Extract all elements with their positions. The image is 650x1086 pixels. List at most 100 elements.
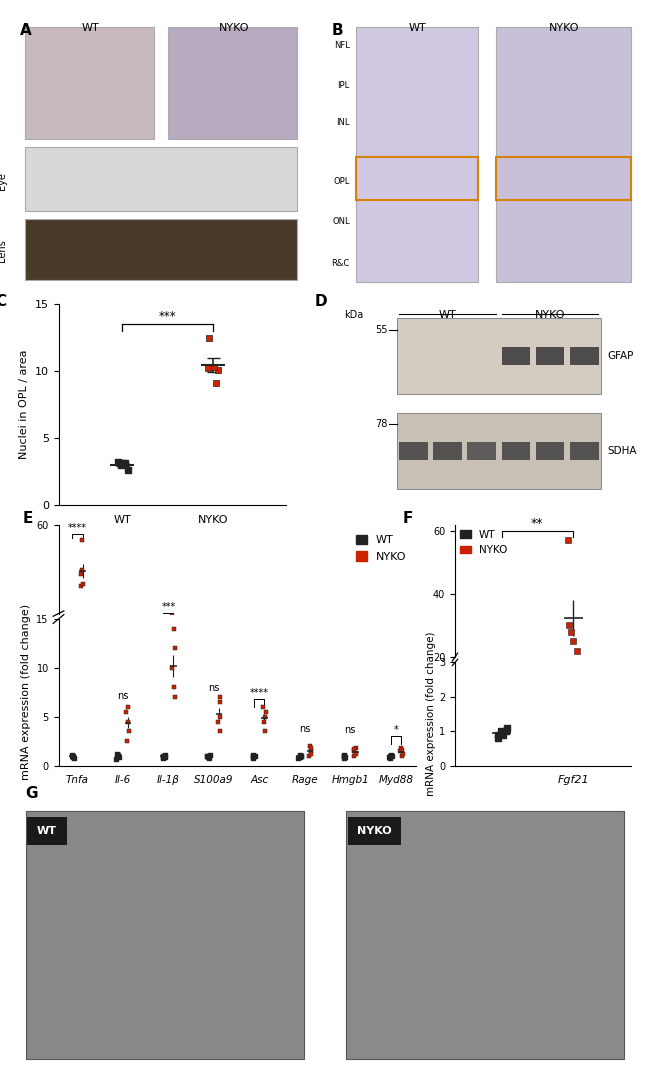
Point: [169, 620, 179, 637]
Point: [295, 748, 306, 766]
Text: B: B: [332, 23, 343, 38]
Text: D: D: [315, 294, 327, 310]
Text: *: *: [393, 724, 398, 735]
Point: [350, 745, 361, 762]
Point: [123, 462, 133, 479]
Point: [113, 633, 124, 651]
Bar: [497, 27, 631, 282]
Point: [122, 623, 132, 641]
Point: [385, 746, 396, 763]
Point: [387, 633, 397, 651]
Point: [215, 693, 226, 710]
Point: [568, 632, 578, 649]
Point: [305, 632, 315, 649]
Point: [167, 615, 177, 632]
Point: [248, 632, 259, 649]
Point: [304, 737, 315, 755]
Point: [349, 747, 359, 765]
Legend: WT, NYKO: WT, NYKO: [460, 530, 508, 555]
Point: [159, 633, 170, 651]
Point: [502, 719, 512, 736]
Text: WT: WT: [408, 23, 426, 33]
Point: [79, 395, 90, 413]
Point: [396, 740, 406, 757]
Y-axis label: mRNA expression (fold change): mRNA expression (fold change): [426, 632, 436, 796]
Point: [387, 633, 397, 651]
Point: [203, 633, 214, 651]
Text: ***: ***: [161, 603, 176, 613]
Point: [157, 632, 168, 649]
Point: [78, 464, 88, 481]
Text: Lens: Lens: [0, 239, 7, 262]
Text: **: **: [531, 517, 543, 530]
Point: [259, 623, 269, 641]
Point: [250, 633, 260, 651]
Point: [248, 747, 258, 765]
Text: ***: ***: [159, 310, 177, 323]
Point: [502, 708, 512, 725]
Point: [339, 633, 349, 651]
Point: [292, 633, 303, 651]
Point: [113, 746, 124, 763]
Point: [157, 747, 168, 765]
Point: [76, 577, 86, 594]
Point: [204, 749, 214, 767]
Point: [202, 359, 213, 377]
Point: [66, 633, 76, 651]
Point: [258, 698, 268, 716]
Point: [166, 610, 177, 628]
Point: [203, 329, 214, 346]
Bar: [570, 442, 599, 459]
Point: [114, 632, 124, 649]
Point: [214, 624, 225, 642]
Bar: [399, 442, 428, 459]
Text: ns: ns: [299, 723, 311, 734]
Point: [564, 617, 575, 634]
Point: [159, 633, 170, 651]
Point: [348, 741, 359, 758]
Point: [350, 631, 361, 648]
Text: ns: ns: [117, 692, 129, 702]
Bar: [396, 413, 601, 489]
Text: Eye: Eye: [0, 173, 7, 190]
Bar: [536, 442, 564, 459]
Point: [248, 746, 258, 763]
Point: [384, 749, 395, 767]
Point: [247, 748, 257, 766]
Point: [160, 633, 170, 651]
Point: [76, 566, 86, 583]
Text: WT: WT: [82, 23, 100, 33]
Point: [294, 746, 305, 763]
Text: NYKO: NYKO: [219, 23, 249, 33]
Point: [293, 632, 304, 649]
Point: [77, 561, 87, 579]
Point: [209, 358, 220, 376]
Point: [202, 747, 213, 765]
Point: [294, 633, 305, 651]
Point: [493, 709, 503, 727]
Point: [214, 689, 225, 706]
Y-axis label: mRNA expression (fold change): mRNA expression (fold change): [21, 604, 31, 781]
Point: [296, 747, 306, 765]
Text: WT: WT: [36, 826, 57, 836]
Text: ONL: ONL: [332, 217, 350, 226]
Point: [339, 633, 349, 651]
Text: SDHA: SDHA: [607, 445, 636, 456]
Point: [351, 632, 361, 649]
Point: [397, 742, 408, 759]
Point: [112, 633, 122, 651]
Point: [77, 532, 87, 550]
Point: [202, 747, 213, 765]
Point: [294, 633, 304, 651]
Point: [501, 708, 512, 725]
Point: [259, 628, 270, 645]
Point: [498, 725, 508, 743]
Text: 55: 55: [375, 325, 387, 334]
Point: [68, 748, 79, 766]
Point: [112, 747, 123, 765]
Point: [122, 732, 133, 749]
Point: [306, 740, 316, 757]
Point: [395, 631, 406, 648]
Text: R&C: R&C: [332, 260, 350, 268]
Point: [385, 747, 395, 765]
